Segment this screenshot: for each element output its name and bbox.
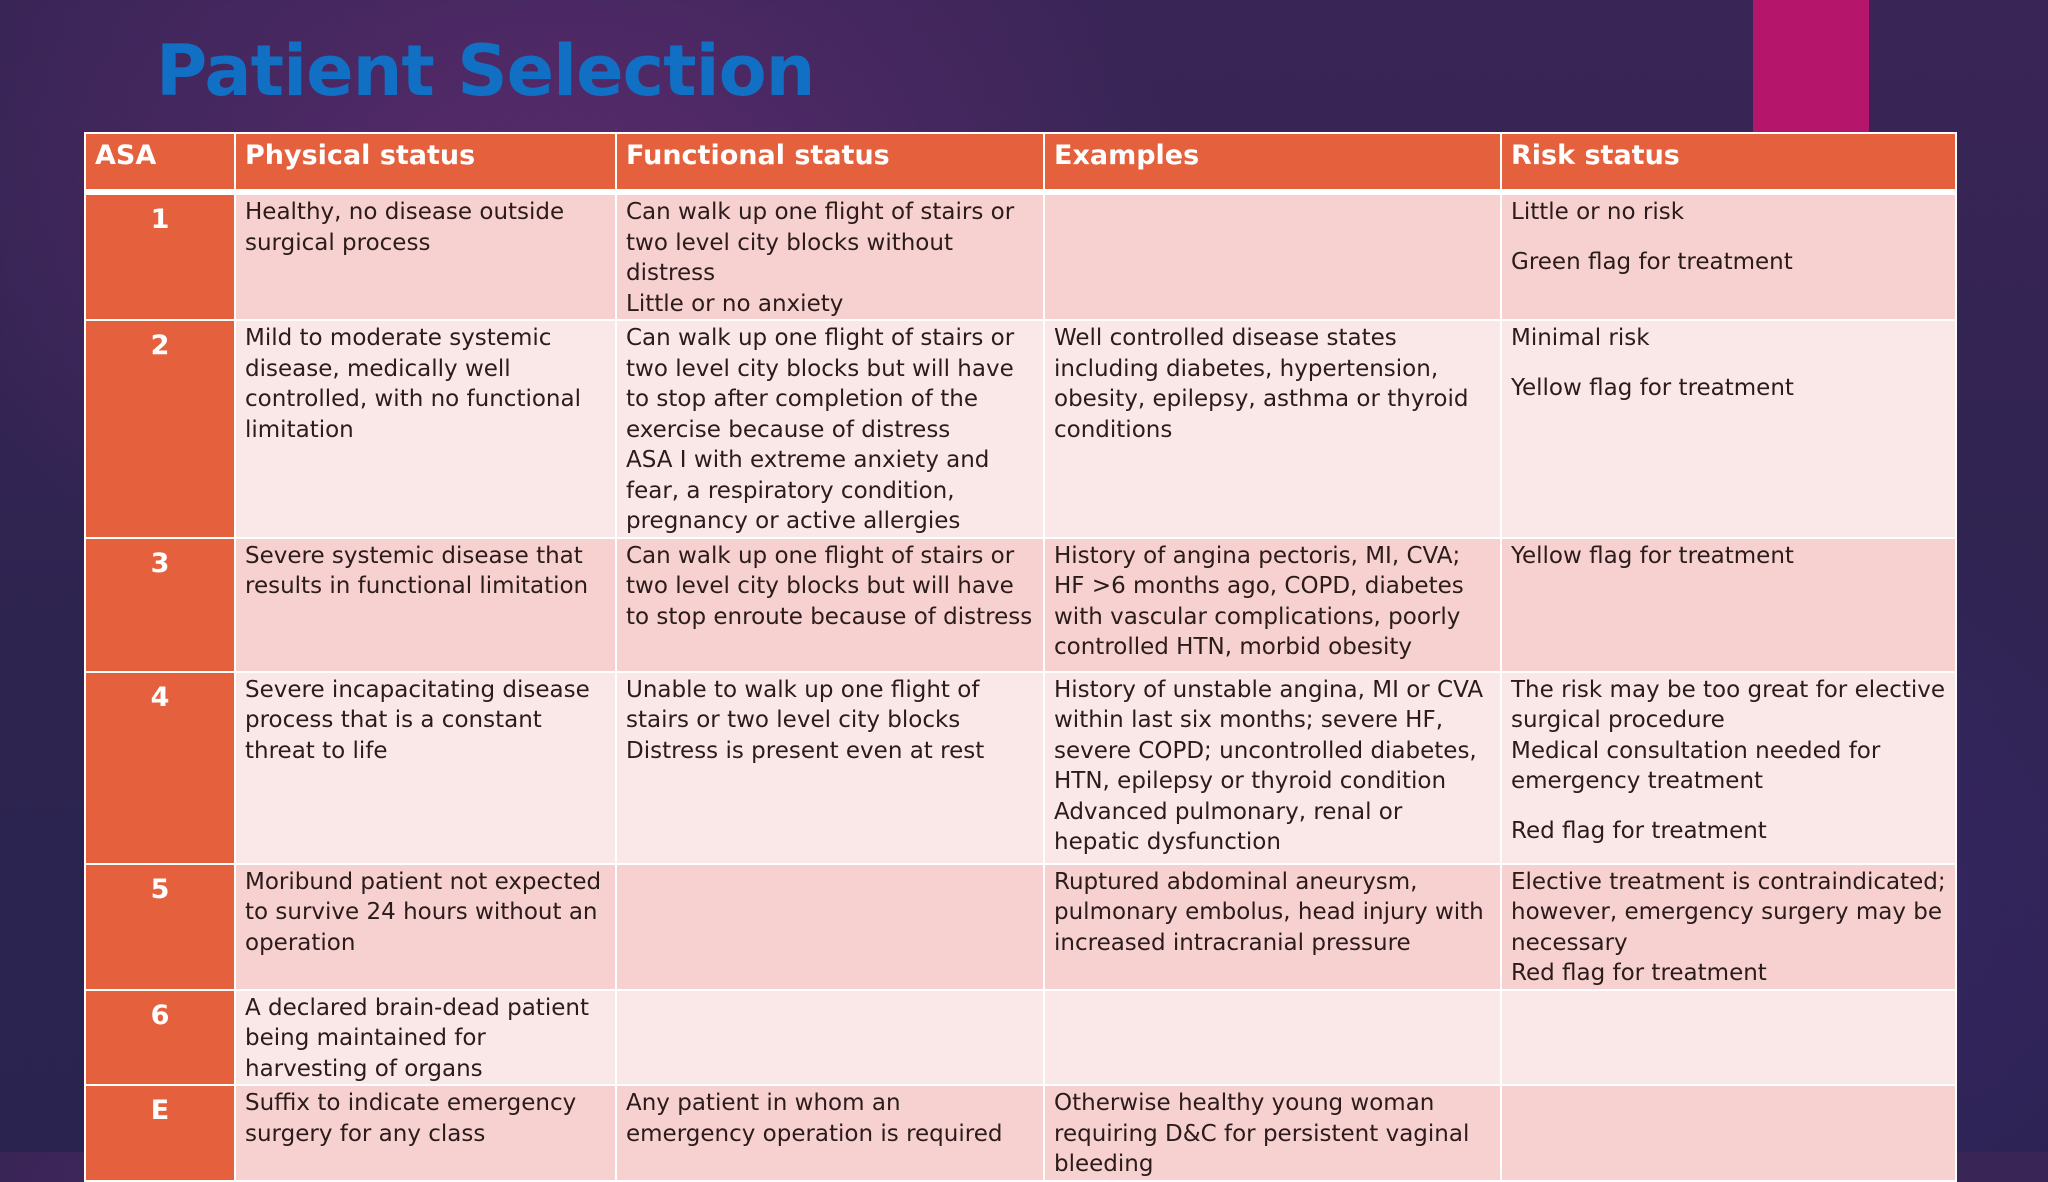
physical-status-cell: Severe incapacitating disease process th… — [234, 670, 617, 865]
functional-status-cell — [615, 988, 1045, 1086]
functional-status-text: Can walk up one flight of stairs or two … — [626, 542, 1033, 630]
risk-status-cell — [1500, 988, 1957, 1086]
risk-status-text: Medical consultation needed for emergenc… — [1511, 737, 1881, 795]
asa-class-cell: 3 — [84, 536, 236, 673]
physical-status-cell: Healthy, no disease outside surgical pro… — [234, 191, 617, 321]
risk-status-cell: Elective treatment is contraindicated; h… — [1500, 862, 1957, 991]
physical-status-text: Mild to moderate systemic disease, medic… — [245, 325, 581, 443]
risk-status-cell — [1500, 1084, 1957, 1182]
asa-class-cell: E — [84, 1084, 236, 1182]
examples-cell — [1043, 988, 1502, 1086]
physical-status-text: Severe systemic disease that results in … — [245, 542, 589, 600]
risk-status-cell: Minimal risk Yellow flag for treatment — [1500, 319, 1957, 539]
examples-cell: History of unstable angina, MI or CVA wi… — [1043, 670, 1502, 865]
physical-status-text: Healthy, no disease outside surgical pro… — [245, 199, 565, 256]
risk-flag-text: Red flag for treatment — [1511, 960, 1767, 986]
examples-text: Well controlled disease states including… — [1054, 325, 1469, 443]
functional-status-text: Unable to walk up one flight of stairs o… — [626, 676, 980, 734]
physical-status-text: Severe incapacitating disease process th… — [245, 676, 590, 764]
slide-title: Patient Selection — [156, 30, 815, 112]
asa-class-cell: 4 — [84, 670, 236, 865]
examples-text: Ruptured abdominal aneurysm, pulmonary e… — [1054, 868, 1484, 956]
examples-cell: Otherwise healthy young woman requiring … — [1043, 1084, 1502, 1182]
risk-flag-text: Green flag for treatment — [1511, 248, 1793, 275]
examples-cell: Ruptured abdominal aneurysm, pulmonary e… — [1043, 862, 1502, 991]
asa-class-cell: 2 — [84, 319, 236, 539]
header-examples: Examples — [1043, 132, 1502, 195]
physical-status-cell: Severe systemic disease that results in … — [234, 536, 617, 673]
functional-status-cell — [615, 862, 1045, 991]
risk-status-cell: Yellow flag for treatment — [1500, 536, 1957, 673]
table-row-asa-e: E Suffix to indicate emergency surgery f… — [84, 1084, 1957, 1182]
examples-cell — [1043, 191, 1502, 321]
table-header-row: ASA Physical status Functional status Ex… — [84, 132, 1957, 195]
functional-status-cell: Can walk up one flight of stairs or two … — [615, 319, 1045, 539]
functional-status-text: Can walk up one flight of stairs or two … — [626, 199, 1015, 286]
examples-text: History of angina pectoris, MI, CVA; HF … — [1054, 542, 1464, 661]
risk-status-cell: The risk may be too great for elective s… — [1500, 670, 1957, 865]
functional-status-cell: Can walk up one flight of stairs or two … — [615, 536, 1045, 673]
physical-status-text: A declared brain-dead patient being main… — [245, 994, 589, 1082]
table-row-asa-5: 5 Moribund patient not expected to survi… — [84, 862, 1957, 991]
risk-flag-text: Yellow flag for treatment — [1511, 374, 1794, 401]
physical-status-text: Suffix to indicate emergency surgery for… — [245, 1090, 577, 1147]
risk-status-text: The risk may be too great for elective s… — [1511, 676, 1946, 734]
functional-status-text: Any patient in whom an emergency operati… — [626, 1090, 1003, 1147]
physical-status-cell: A declared brain-dead patient being main… — [234, 988, 617, 1086]
table-row-asa-1: 1 Healthy, no disease outside surgical p… — [84, 191, 1957, 321]
table-row-asa-4: 4 Severe incapacitating disease process … — [84, 670, 1957, 865]
risk-status-cell: Little or no risk Green flag for treatme… — [1500, 191, 1957, 321]
risk-status-text: Elective treatment is contraindicated; h… — [1511, 868, 1946, 956]
functional-status-text: ASA I with extreme anxiety and fear, a r… — [626, 447, 990, 534]
functional-status-text: Distress is present even at rest — [626, 737, 985, 764]
physical-status-text: Moribund patient not expected to survive… — [245, 868, 602, 956]
physical-status-cell: Suffix to indicate emergency surgery for… — [234, 1084, 617, 1182]
examples-text: Otherwise healthy young woman requiring … — [1054, 1090, 1470, 1177]
examples-text: Advanced pulmonary, renal or hepatic dys… — [1054, 798, 1403, 856]
header-functional-status: Functional status — [615, 132, 1045, 195]
examples-cell: History of angina pectoris, MI, CVA; HF … — [1043, 536, 1502, 673]
header-risk-status: Risk status — [1500, 132, 1957, 195]
examples-cell: Well controlled disease states including… — [1043, 319, 1502, 539]
risk-status-text: Little or no risk — [1511, 199, 1685, 225]
risk-flag-text: Yellow flag for treatment — [1511, 542, 1794, 569]
physical-status-cell: Mild to moderate systemic disease, medic… — [234, 319, 617, 539]
header-physical-status: Physical status — [234, 132, 617, 195]
risk-flag-text: Red flag for treatment — [1511, 817, 1767, 844]
functional-status-cell: Any patient in whom an emergency operati… — [615, 1084, 1045, 1182]
examples-text: History of unstable angina, MI or CVA wi… — [1054, 676, 1484, 795]
table-row-asa-6: 6 A declared brain-dead patient being ma… — [84, 988, 1957, 1086]
functional-status-cell: Unable to walk up one flight of stairs o… — [615, 670, 1045, 865]
accent-bar — [1753, 0, 1869, 132]
header-asa: ASA — [84, 132, 236, 195]
asa-class-cell: 5 — [84, 862, 236, 991]
asa-class-cell: 6 — [84, 988, 236, 1086]
physical-status-cell: Moribund patient not expected to survive… — [234, 862, 617, 991]
asa-classification-table: ASA Physical status Functional status Ex… — [84, 132, 1957, 1182]
risk-status-text: Minimal risk — [1511, 325, 1650, 351]
table-row-asa-2: 2 Mild to moderate systemic disease, med… — [84, 319, 1957, 539]
functional-status-text: Can walk up one flight of stairs or two … — [626, 325, 1015, 443]
table-row-asa-3: 3 Severe systemic disease that results i… — [84, 536, 1957, 673]
asa-class-cell: 1 — [84, 191, 236, 321]
functional-status-text: Little or no anxiety — [626, 290, 844, 317]
functional-status-cell: Can walk up one flight of stairs or two … — [615, 191, 1045, 321]
